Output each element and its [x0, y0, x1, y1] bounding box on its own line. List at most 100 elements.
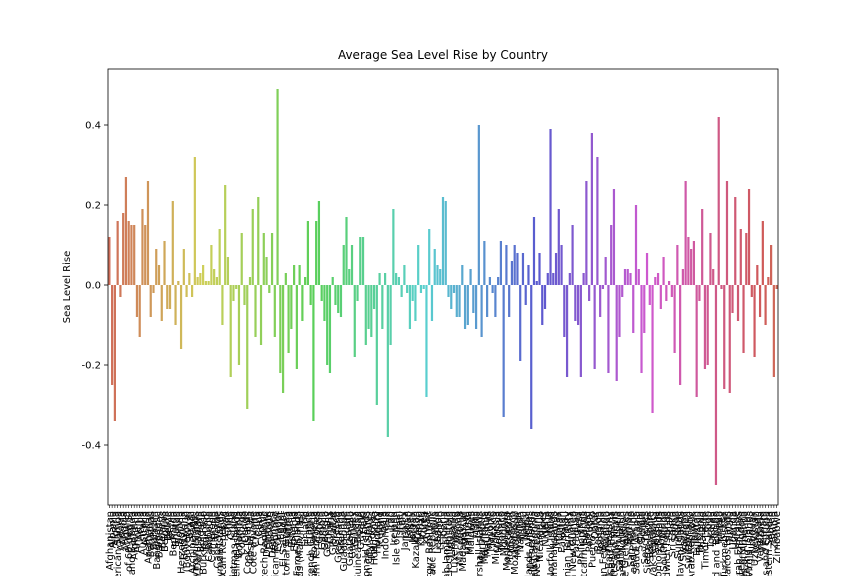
bar — [190, 285, 194, 297]
bar — [455, 285, 458, 317]
x-tick-label: Central African Republic — [218, 511, 229, 576]
bar — [552, 273, 555, 285]
x-tick-label: Norway — [552, 511, 563, 549]
x-tick-label: Somalia — [656, 511, 667, 551]
bar — [712, 269, 715, 285]
x-tick-label: Holy See (Vatican City State) — [364, 511, 375, 576]
x-tick-label: Tanzania — [695, 511, 706, 556]
x-tick-label: Seychelles — [640, 511, 651, 564]
bar — [461, 265, 464, 285]
x-tick-label: Tonga — [709, 511, 720, 541]
bar — [588, 285, 591, 301]
x-tick-label: Rwanda — [601, 511, 612, 551]
x-tick-label: Palau — [560, 511, 571, 538]
bar — [433, 249, 436, 285]
bar — [747, 189, 751, 285]
x-tick-label: Solomon Islands — [654, 511, 665, 576]
bar — [155, 249, 158, 285]
bar — [157, 265, 161, 285]
x-tick-label: Italy — [397, 511, 408, 533]
plot-frame — [107, 68, 779, 506]
x-tick-label: Belgium — [160, 511, 171, 552]
bar — [673, 285, 676, 353]
bar — [612, 189, 616, 285]
bar — [254, 285, 257, 337]
bar — [532, 217, 536, 285]
x-tick-label: Malta — [472, 511, 483, 539]
x-tick-label: Colombia — [234, 511, 245, 558]
bar — [273, 285, 276, 337]
y-tick-label: -0.2 — [81, 361, 101, 372]
bar — [149, 285, 152, 317]
x-tick-label: Martinique — [477, 511, 488, 565]
x-tick-label: Bangladesh — [152, 511, 163, 570]
bar — [508, 285, 511, 317]
bar — [439, 269, 442, 285]
bar — [163, 241, 166, 285]
x-tick-label: Marshall Islands — [474, 511, 485, 576]
bar — [108, 237, 111, 285]
bar — [441, 197, 445, 285]
x-tick-label: Cuba — [254, 511, 265, 537]
x-tick-label: Palestinian Territory — [563, 511, 574, 576]
x-tick-label: Netherlands — [527, 511, 538, 572]
bar — [406, 285, 409, 293]
x-tick-label: Barbados — [155, 511, 166, 558]
x-tick-label: Libyan Arab Jamahiriya — [441, 511, 452, 576]
x-tick-label: Antarctica (the territory South of 60 de… — [124, 511, 135, 576]
x-tick-label: Madagascar — [458, 510, 469, 572]
bar — [574, 285, 577, 321]
x-tick-label: Korea — [419, 511, 430, 539]
x-tick-label: Nicaragua — [535, 511, 546, 562]
bar — [378, 273, 381, 285]
bar — [199, 273, 202, 285]
x-tick-label: Faroe Islands — [292, 511, 303, 576]
bar — [640, 285, 643, 373]
bar — [224, 185, 227, 285]
x-tick-label: Moldova — [494, 511, 505, 553]
bar — [491, 285, 494, 293]
bar — [717, 117, 720, 285]
x-tick-label: Uzbekistan — [750, 511, 761, 566]
bar — [571, 225, 574, 285]
x-tick-label: Botswana — [179, 511, 190, 560]
bar — [494, 285, 497, 317]
x-tick-label: Greece — [331, 511, 342, 547]
bar — [596, 157, 599, 285]
bar — [565, 285, 569, 377]
bar — [138, 285, 141, 337]
bar — [698, 285, 701, 301]
bar — [535, 281, 538, 285]
x-tick-label: Andorra — [116, 511, 127, 551]
x-tick-label: Nigeria — [541, 511, 552, 547]
x-tick-label: Liberia — [439, 511, 450, 545]
bar — [334, 285, 337, 305]
bar — [304, 277, 307, 285]
x-tick-label: Canada — [210, 511, 221, 549]
x-tick-label: Jordan — [408, 511, 419, 544]
x-tick-label: Uruguay — [747, 511, 758, 554]
x-tick-label: Sweden — [681, 511, 692, 551]
x-tick-label: Uganda — [728, 511, 739, 550]
bar — [323, 285, 326, 321]
bar — [554, 253, 558, 285]
x-tick-label: India — [378, 511, 389, 536]
bar — [202, 265, 205, 285]
bar — [188, 273, 191, 285]
x-tick-label: Germany — [323, 511, 334, 557]
bar — [667, 281, 671, 285]
x-tick-label: Mexico — [488, 511, 499, 546]
x-tick-label: Saudi Arabia — [632, 511, 643, 574]
x-tick-label: Kenya — [414, 511, 425, 542]
bar — [601, 285, 605, 289]
x-tick-label: Slovenia — [651, 511, 662, 554]
x-tick-label: Mongolia — [499, 511, 510, 556]
x-tick-label: Argentina — [130, 511, 141, 560]
x-tick-label: Guinea-Bissau — [353, 511, 364, 576]
x-tick-label: Montenegro — [502, 511, 513, 571]
bar — [270, 233, 274, 285]
bar — [750, 285, 753, 297]
bar — [557, 209, 560, 285]
x-tick-label: Falkland Islands (Malvinas) — [295, 511, 306, 576]
y-tick-label: 0.2 — [85, 201, 101, 212]
